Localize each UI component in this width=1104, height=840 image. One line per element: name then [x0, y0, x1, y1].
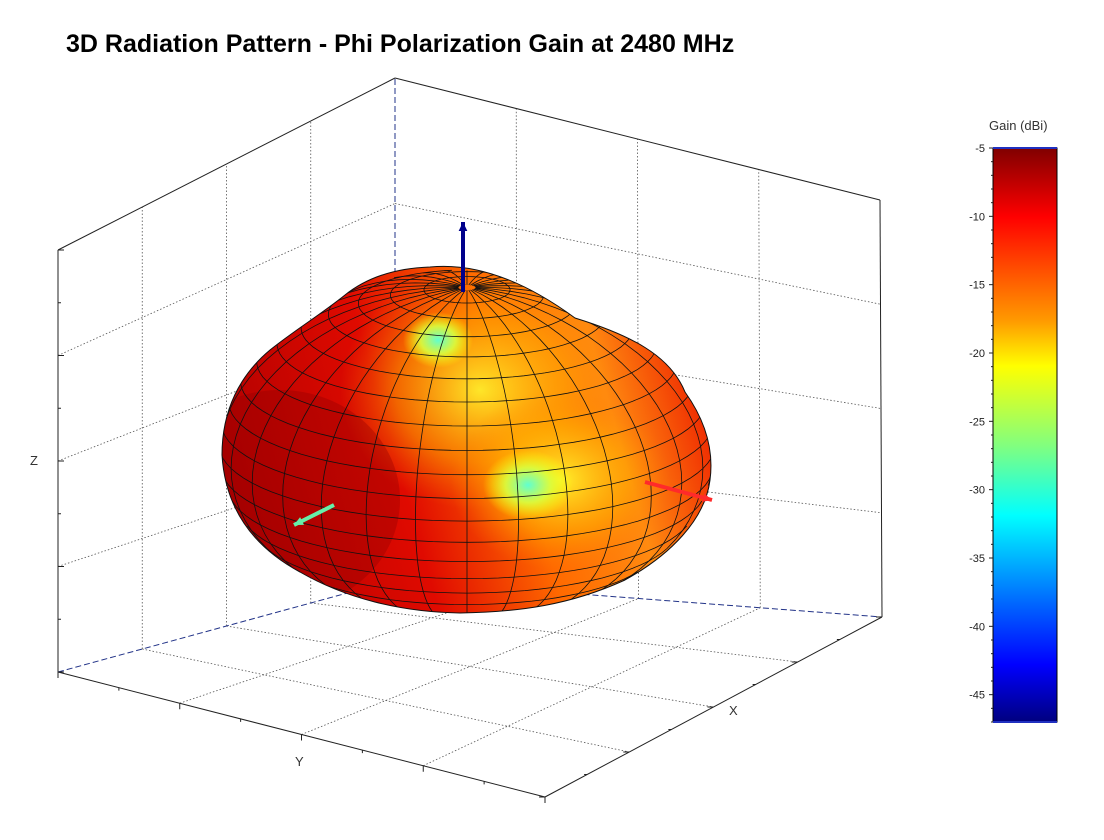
- radiation-surface: [221, 222, 713, 614]
- mesh-longitude-line: [230, 287, 459, 549]
- grid-line: [423, 607, 761, 767]
- mesh-longitude-line: [471, 289, 614, 611]
- colorbar-tick-label: -30: [969, 485, 985, 497]
- colorbar-tick-label: -35: [969, 553, 985, 565]
- grid-line: [57, 203, 396, 356]
- colorbar-tick-label: -10: [969, 211, 985, 223]
- colorbar-ticks: -5 -10 -15 -20 -25 -30 -35 -40 -45: [969, 143, 993, 723]
- colorbar-tick-label: -15: [969, 280, 985, 292]
- colorbar-tick-label: -5: [975, 143, 985, 155]
- colorbar-tick-label: -45: [969, 690, 985, 702]
- x-axis-arrow-head: [702, 493, 712, 502]
- colorbar-tick-label: -40: [969, 621, 985, 633]
- mesh-longitude-line: [470, 289, 569, 613]
- grid-line: [301, 598, 639, 735]
- x-axis-label: X: [729, 703, 738, 718]
- box-edge: [57, 77, 396, 251]
- z-axis-arrow-head: [458, 222, 468, 232]
- box-edge: [394, 77, 881, 201]
- mesh-longitude-line: [394, 275, 463, 286]
- mesh-longitude-line: [422, 272, 464, 286]
- box-back-edge: [57, 579, 396, 673]
- surface-outline: [221, 265, 712, 614]
- x-axis-arrow: [644, 480, 713, 502]
- mesh-longitude-line: [474, 288, 683, 583]
- y-axis-label: Y: [295, 754, 304, 769]
- colorbar-tick-label: -25: [969, 416, 985, 428]
- mesh-longitude-line: [251, 288, 460, 583]
- mesh-longitude-line: [414, 289, 466, 613]
- grid-line: [394, 203, 881, 305]
- colorbar: [992, 147, 1058, 723]
- grid-line: [310, 602, 798, 663]
- mesh-longitude-line: [468, 289, 520, 613]
- mesh-longitude-line: [365, 289, 464, 613]
- box-edge: [879, 199, 883, 618]
- colorbar-label: Gain (dBi): [989, 118, 1048, 133]
- mesh-longitude-line: [282, 288, 461, 601]
- chart-title: 3D Radiation Pattern - Phi Polarization …: [66, 30, 734, 58]
- dark-region: [222, 390, 400, 610]
- null-region-side: [483, 450, 573, 520]
- mesh-longitude-line: [475, 287, 704, 549]
- mesh-longitude-line: [222, 287, 459, 486]
- surface-shading: [222, 269, 711, 613]
- z-axis-label: Z: [30, 453, 38, 468]
- mesh-longitude-line: [320, 289, 463, 611]
- null-region-top: [403, 312, 473, 368]
- grid-line: [142, 648, 630, 753]
- grid-line: [637, 138, 639, 599]
- mesh-longitude-line: [363, 278, 461, 287]
- colorbar-tick-label: -20: [969, 348, 985, 360]
- y-axis-arrow-head: [294, 517, 304, 525]
- mesh-longitude-line: [473, 288, 652, 601]
- grid-line: [226, 625, 714, 708]
- grid-line: [758, 169, 761, 608]
